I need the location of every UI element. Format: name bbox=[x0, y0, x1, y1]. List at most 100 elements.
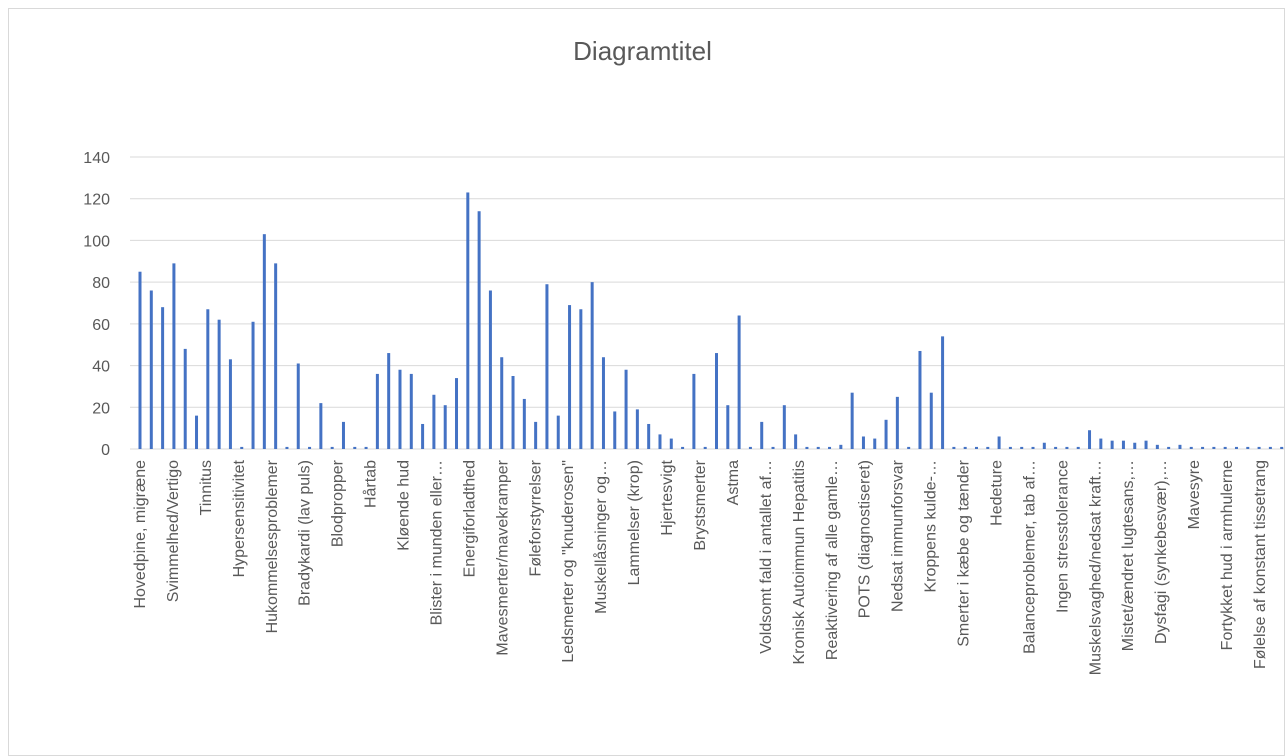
bar bbox=[590, 282, 594, 449]
bar bbox=[1155, 444, 1159, 449]
bar bbox=[500, 357, 504, 449]
bar bbox=[274, 263, 278, 449]
x-axis-tick-labels: Hovedpine, migræne Svimmelhed/Vertigo Tinn… bbox=[132, 459, 1269, 675]
bar bbox=[1020, 446, 1024, 449]
x-tick-label: Hovedpine, migræne bbox=[132, 460, 149, 609]
bar bbox=[1065, 446, 1069, 449]
bar bbox=[1189, 446, 1193, 449]
x-tick-label: Mavesyre bbox=[1186, 460, 1203, 529]
bar bbox=[861, 436, 865, 449]
bar bbox=[477, 211, 481, 449]
x-tick-label: Kronisk Autoimmun Hepatitis bbox=[791, 460, 808, 665]
x-tick-label: Muskelsvaghed/nedsat kraft… bbox=[1087, 460, 1104, 675]
bar bbox=[963, 446, 967, 449]
x-tick-label: Føleforstyrrelser bbox=[527, 459, 544, 576]
bar bbox=[1008, 446, 1012, 449]
bar bbox=[816, 446, 820, 449]
x-tick-label: Svimmelhed/Vertigo bbox=[165, 460, 182, 602]
x-tick-label: Fortykket hud i armhulerne bbox=[1219, 460, 1236, 650]
x-tick-label: Ledsmerter og "knuderosen" bbox=[560, 460, 577, 663]
x-tick-label: Blister i munden eller… bbox=[428, 460, 445, 625]
bar bbox=[1042, 442, 1046, 449]
bar bbox=[330, 446, 334, 449]
y-tick-label: 20 bbox=[92, 400, 110, 417]
chart-area bbox=[8, 8, 1285, 756]
bar bbox=[568, 305, 572, 449]
bar bbox=[647, 423, 651, 449]
bar bbox=[941, 336, 945, 449]
bar bbox=[522, 398, 526, 449]
bar bbox=[1031, 446, 1035, 449]
bar bbox=[251, 321, 255, 449]
bar bbox=[1110, 440, 1114, 449]
bar bbox=[1223, 446, 1227, 449]
bar bbox=[601, 357, 605, 449]
bar bbox=[1121, 440, 1125, 449]
x-tick-label: Tinnitus bbox=[198, 460, 215, 515]
bar bbox=[839, 444, 843, 449]
bar bbox=[1133, 442, 1137, 449]
x-tick-label: Blodpropper bbox=[330, 459, 347, 547]
x-tick-label: Smerter i kæbe og tænder bbox=[956, 459, 973, 646]
x-tick-label: Kroppens kulde-… bbox=[923, 460, 940, 593]
bar bbox=[737, 315, 741, 449]
bar bbox=[138, 271, 142, 449]
bar bbox=[262, 234, 266, 449]
y-tick-label: 40 bbox=[92, 359, 110, 376]
bar bbox=[1257, 446, 1261, 449]
bar bbox=[850, 392, 854, 449]
bar bbox=[1167, 446, 1171, 449]
y-tick-label: 60 bbox=[92, 317, 110, 334]
bar bbox=[466, 192, 470, 449]
y-tick-label: 0 bbox=[101, 442, 110, 459]
bar bbox=[703, 446, 707, 449]
bar bbox=[1246, 446, 1250, 449]
bar bbox=[172, 263, 176, 449]
bar bbox=[1212, 446, 1216, 449]
bar bbox=[409, 373, 413, 449]
y-tick-label: 140 bbox=[83, 150, 110, 167]
bar bbox=[1054, 446, 1058, 449]
bar bbox=[1234, 446, 1238, 449]
x-tick-label: Astma bbox=[725, 460, 742, 505]
bar bbox=[432, 394, 436, 449]
bar bbox=[782, 405, 786, 449]
bar bbox=[895, 396, 899, 449]
bar bbox=[443, 405, 447, 449]
bar bbox=[918, 350, 922, 449]
y-axis-tick-labels: 0 20 40 60 80 100 120 140 bbox=[83, 150, 110, 459]
bar bbox=[624, 369, 628, 449]
bar bbox=[364, 446, 368, 449]
bar bbox=[1178, 444, 1182, 449]
bar bbox=[1099, 438, 1103, 449]
x-tick-label: Brystsmerter bbox=[692, 459, 709, 550]
bar bbox=[421, 423, 425, 449]
x-tick-label: Hukommelsesproblemer bbox=[264, 459, 281, 633]
bar bbox=[1144, 440, 1148, 449]
bar bbox=[692, 373, 696, 449]
bar bbox=[952, 446, 956, 449]
bar bbox=[884, 419, 888, 449]
x-tick-label: Hypersensitivitet bbox=[231, 459, 248, 577]
bar-series bbox=[138, 192, 1284, 449]
bar bbox=[579, 309, 583, 449]
x-tick-label: Kløende hud bbox=[396, 460, 413, 551]
bar bbox=[387, 353, 391, 449]
x-tick-label: Reaktivering af alle gamle… bbox=[824, 460, 841, 660]
bar bbox=[974, 446, 978, 449]
x-tick-label: Følelse af konstant tissetrang bbox=[1252, 460, 1269, 669]
x-tick-label: Mavesmerter/mavekramper bbox=[494, 459, 511, 655]
bar bbox=[228, 359, 232, 449]
bar bbox=[240, 446, 244, 449]
bar bbox=[748, 446, 752, 449]
bar bbox=[681, 446, 685, 449]
bar bbox=[1280, 446, 1284, 449]
y-tick-label: 100 bbox=[83, 233, 110, 250]
bar bbox=[375, 373, 379, 449]
bar bbox=[907, 446, 911, 449]
x-tick-label: Balanceproblemer, tab af… bbox=[1021, 460, 1038, 654]
bar bbox=[511, 376, 515, 449]
x-tick-label: Bradykardi (lav puls) bbox=[297, 460, 314, 606]
bar bbox=[556, 415, 560, 449]
